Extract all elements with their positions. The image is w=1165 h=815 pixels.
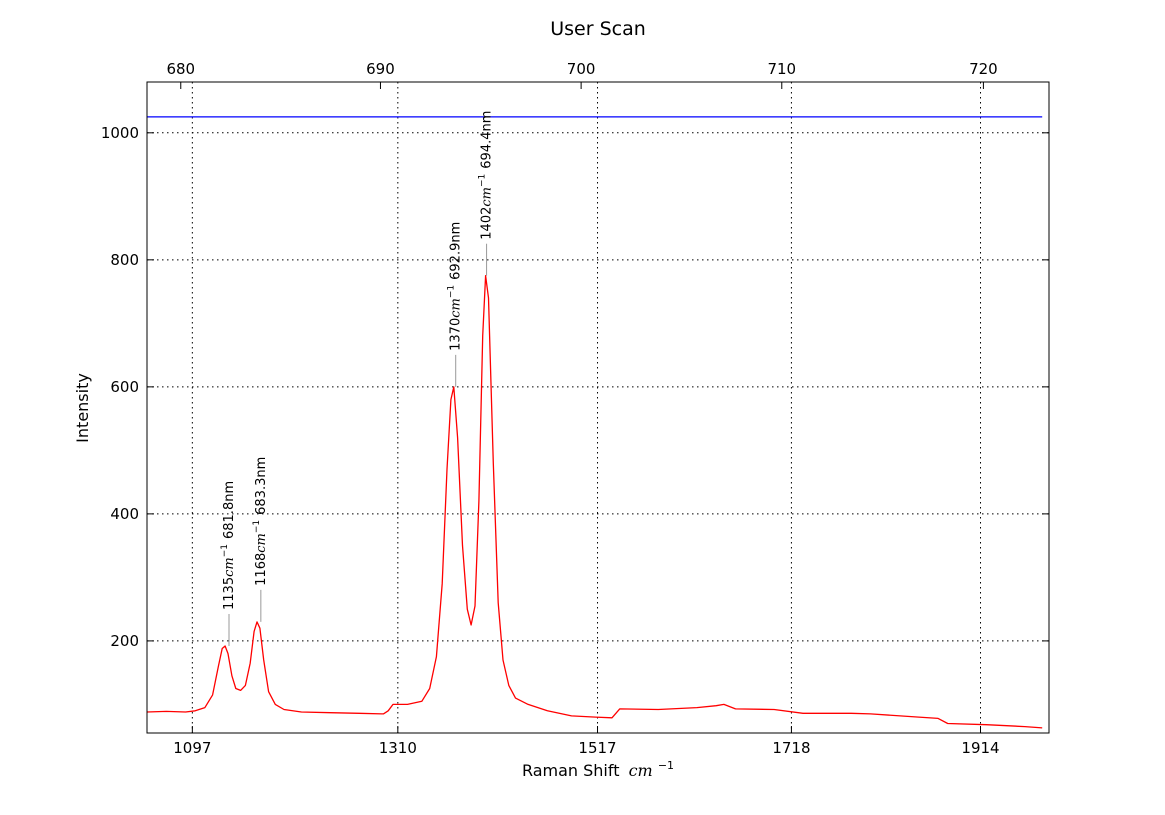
y-tick-label: 1000	[101, 124, 139, 142]
peak-wavenumber: 1168	[254, 553, 269, 586]
peak-wavelength: 683.3nm	[254, 457, 269, 515]
x-tick-label: 1517	[578, 739, 616, 757]
peak-wavelength: 692.9nm	[449, 222, 464, 280]
top-tick-label: 680	[166, 60, 195, 78]
y-tick-label: 200	[110, 632, 139, 650]
chart-title: User Scan	[550, 18, 646, 40]
x-axis-title-unit-exp: −1	[658, 759, 674, 772]
peak-unit: cm	[222, 557, 237, 577]
y-axis-title: Intensity	[73, 373, 92, 443]
x-tick-label: 1097	[173, 739, 211, 757]
peak-wavelength: 681.8nm	[222, 481, 237, 539]
peak-unit-exp: −1	[252, 520, 262, 533]
peak-label: 1168cm−1 683.3nm	[252, 457, 269, 586]
peak-unit: cm	[254, 533, 269, 553]
peak-wavenumber: 1370	[449, 318, 464, 351]
top-tick-label: 710	[767, 60, 796, 78]
grid-lines	[147, 82, 1049, 733]
series-line-0	[146, 275, 1043, 729]
x-tick-label: 1718	[772, 739, 810, 757]
peak-unit: cm	[449, 298, 464, 318]
top-tick-label: 720	[969, 60, 998, 78]
peak-wavenumber: 1135	[222, 577, 237, 610]
y-tick-label: 800	[110, 251, 139, 269]
y-tick-label: 600	[110, 378, 139, 396]
peak-label: 1135cm−1 681.8nm	[220, 481, 237, 610]
peak-unit-exp: −1	[478, 174, 488, 187]
peak-label: 1402cm−1 694.4nm	[478, 111, 495, 240]
top-tick-label: 700	[567, 60, 596, 78]
axis-ticks: 1097 1310 1517 1718 1914 680 690 700 710 720 200 40…	[101, 60, 1049, 757]
series-lines	[146, 116, 1043, 729]
peak-wavenumber: 1402	[480, 207, 495, 240]
peak-label: 1370cm−1 692.9nm	[447, 222, 464, 351]
x-axis-title-unit: cm	[629, 761, 653, 780]
peak-unit-exp: −1	[447, 285, 457, 298]
x-tick-label: 1310	[379, 739, 417, 757]
peak-annotations: 1135cm−1681.8nm1168cm−1683.3nm1370cm−169…	[220, 111, 495, 646]
x-axis-title-text: Raman Shift	[522, 761, 620, 780]
peak-wavelength: 694.4nm	[480, 111, 495, 169]
x-tick-label: 1914	[961, 739, 999, 757]
x-axis-title: Raman Shift cm −1	[522, 759, 674, 780]
peak-unit: cm	[480, 187, 495, 207]
top-tick-label: 690	[366, 60, 395, 78]
y-tick-label: 400	[110, 505, 139, 523]
peak-unit-exp: −1	[220, 544, 230, 557]
